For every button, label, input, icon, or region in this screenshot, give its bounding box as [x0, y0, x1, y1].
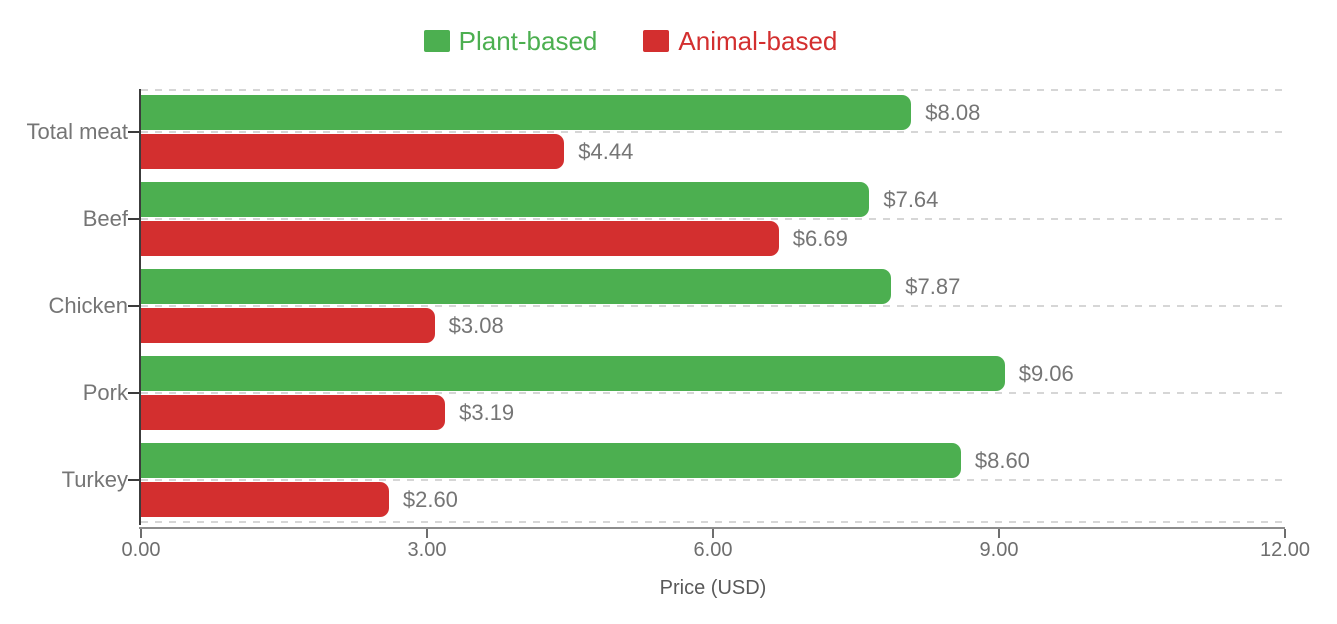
category-tick: [128, 131, 139, 134]
bar-plant-based: [141, 269, 892, 304]
bar-plant-based: [141, 95, 912, 131]
bar-value-label: $9.06: [1018, 360, 1074, 386]
bar-value-label: $7.87: [905, 274, 961, 299]
gridline: [141, 131, 1285, 134]
legend-item-animal-based[interactable]: Animal-based: [643, 28, 837, 54]
bar-animal-based: [141, 308, 435, 343]
bar-value-label: $2.60: [402, 486, 458, 512]
gridline: [141, 89, 1285, 91]
animal-based-swatch-icon: [643, 30, 670, 52]
gridline: [141, 478, 1285, 481]
x-tick-label: 6.00: [693, 539, 733, 561]
bar-value-label: $3.19: [459, 399, 515, 425]
bar-value-label: $4.44: [578, 139, 634, 165]
x-tick-label: 3.00: [407, 539, 447, 561]
bar-value-label: $8.08: [925, 100, 981, 126]
legend-label-animal-based: Animal-based: [678, 26, 838, 56]
legend-item-plant-based[interactable]: Plant-based: [423, 26, 598, 56]
legend-label-plant-based: Plant-based: [458, 26, 598, 56]
x-axis-title: Price (USD): [659, 577, 767, 599]
x-tick: [425, 529, 428, 538]
category-label: Total meat: [26, 119, 129, 145]
bar-plant-based: [141, 355, 1005, 391]
plot-area: $8.08 $4.44 $7.64 $6.69 $7.87 $3.08 $9.06 $3.19…: [139, 89, 1285, 525]
bar-value-label: $3.08: [448, 313, 504, 338]
bar-animal-based: [141, 481, 389, 517]
bar-animal-based: [141, 134, 565, 170]
x-tick: [140, 529, 142, 538]
legend: Plant-based Animal-based: [0, 28, 1261, 54]
y-axis-line: [139, 89, 141, 525]
x-tick: [1283, 529, 1286, 538]
bar-value-label: $7.64: [883, 187, 939, 213]
plant-based-swatch-icon: [423, 30, 450, 52]
category-tick: [128, 305, 139, 307]
bar-plant-based: [141, 182, 870, 218]
bar-plant-based: [141, 442, 961, 478]
category-label: Turkey: [61, 466, 128, 492]
bar-value-label: $8.60: [974, 447, 1030, 473]
category-tick: [128, 218, 139, 221]
x-axis: 0.00 3.00 6.00 9.00 12.00: [122, 527, 1310, 561]
bar-value-label: $6.69: [792, 226, 848, 252]
bar-animal-based: [141, 221, 779, 257]
x-tick: [997, 529, 1000, 538]
x-tick-label: 0.00: [121, 539, 161, 561]
gridline: [141, 521, 1285, 523]
gridline: [141, 391, 1285, 394]
gridline: [141, 218, 1285, 221]
x-tick-label: 12.00: [1259, 539, 1311, 561]
x-tick-label: 9.00: [979, 539, 1019, 561]
bar-animal-based: [141, 394, 446, 430]
category-tick: [128, 478, 139, 481]
x-tick: [711, 529, 714, 538]
category-label: Beef: [82, 206, 128, 232]
category-label: Pork: [82, 379, 128, 405]
category-label: Chicken: [48, 293, 128, 318]
category-tick: [128, 391, 139, 394]
gridline: [141, 305, 1285, 307]
